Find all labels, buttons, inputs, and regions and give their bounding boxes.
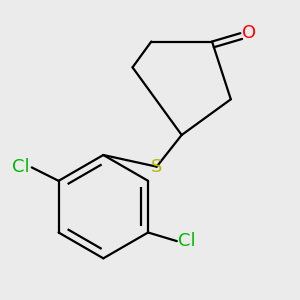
Text: S: S bbox=[151, 158, 162, 176]
Text: Cl: Cl bbox=[178, 232, 196, 250]
Text: Cl: Cl bbox=[13, 158, 30, 176]
Text: O: O bbox=[242, 24, 256, 42]
